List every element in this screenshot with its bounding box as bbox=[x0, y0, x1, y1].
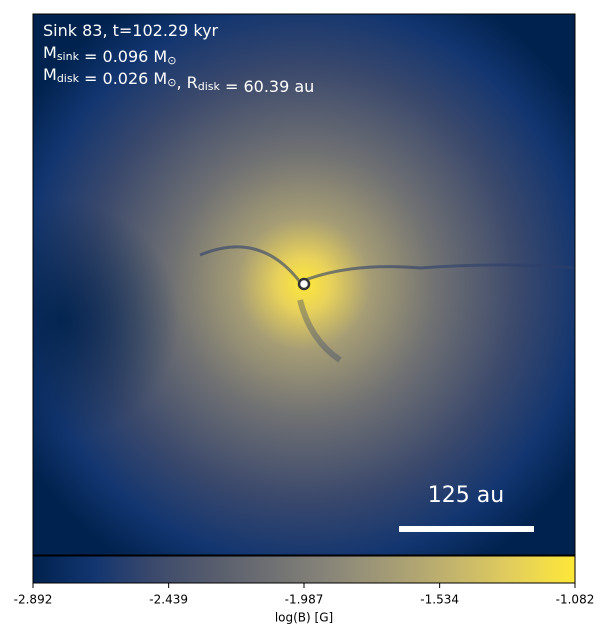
colorbar-tick-label: -2.892 bbox=[14, 593, 53, 607]
annotation-subscript: sink bbox=[57, 50, 80, 63]
colorbar-tick-label: -1.987 bbox=[285, 593, 324, 607]
annotation-text: = 60.39 au bbox=[220, 77, 314, 96]
colorbar-label: log(B) [G] bbox=[275, 611, 333, 625]
colorbar-tick-label: -1.534 bbox=[420, 593, 459, 607]
scale-bar bbox=[399, 526, 534, 532]
colorbar-tick-label: -2.439 bbox=[149, 593, 188, 607]
annotation-subscript: disk bbox=[57, 72, 80, 85]
annotation-line: Mdisk = 0.026 M⊙, Rdisk = 60.39 au bbox=[43, 65, 314, 96]
annotation-line: Msink = 0.096 M⊙ bbox=[43, 43, 176, 68]
annotation-text: M bbox=[43, 43, 57, 62]
annotation-text: = 0.096 M bbox=[79, 47, 167, 66]
annotation-line: Sink 83, t=102.29 kyr bbox=[43, 21, 219, 40]
annotation-subscript: ⊙ bbox=[167, 76, 176, 89]
map bbox=[33, 14, 575, 555]
colorbar-tick-label: -1.082 bbox=[556, 593, 595, 607]
annotation-subscript: ⊙ bbox=[167, 54, 176, 67]
plot-frame bbox=[32, 13, 576, 556]
annotation-subscript: disk bbox=[198, 80, 221, 93]
colorbar bbox=[32, 555, 576, 584]
annotation-text: Sink 83, t=102.29 kyr bbox=[43, 21, 219, 40]
scale-bar-label: 125 au bbox=[428, 483, 504, 508]
sink-marker bbox=[297, 277, 311, 291]
annotation-text: = 0.026 M bbox=[79, 69, 167, 88]
annotation-text: , R bbox=[176, 73, 197, 92]
annotation-text: M bbox=[43, 65, 57, 84]
